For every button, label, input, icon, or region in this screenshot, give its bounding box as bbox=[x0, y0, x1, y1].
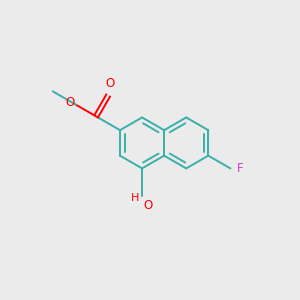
Text: H: H bbox=[131, 193, 139, 203]
Text: O: O bbox=[66, 96, 75, 110]
Text: O: O bbox=[144, 199, 153, 212]
Text: O: O bbox=[105, 77, 115, 90]
Text: F: F bbox=[237, 162, 243, 175]
